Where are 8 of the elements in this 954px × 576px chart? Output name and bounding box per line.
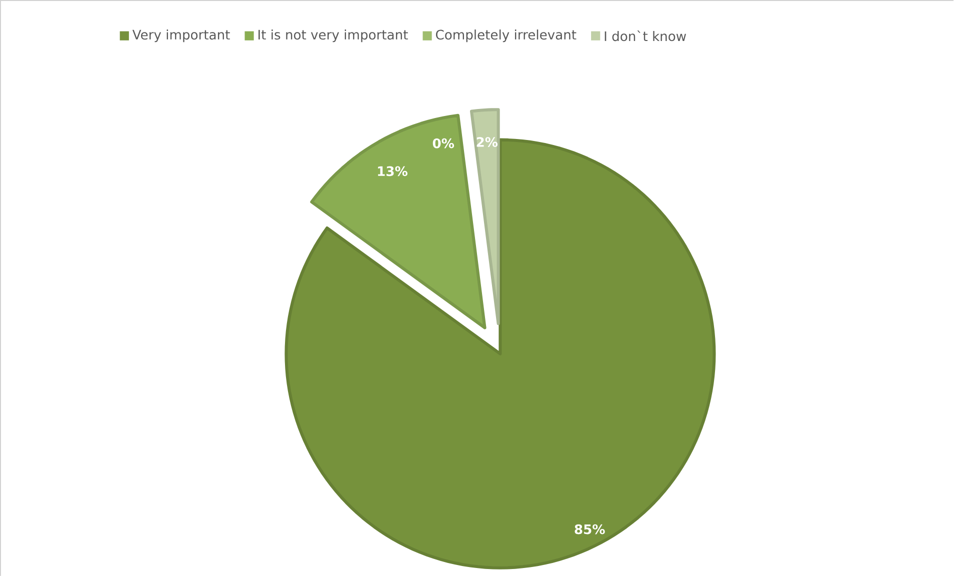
legend-label: I don`t know xyxy=(604,30,686,41)
data-label: 13% xyxy=(378,166,408,176)
legend-label: It is not very important xyxy=(258,29,408,42)
legend-label: Very important xyxy=(132,29,230,42)
data-label: 85% xyxy=(574,524,605,534)
legend-label: Completely irrelevant xyxy=(436,29,576,42)
text: 0% xyxy=(432,138,454,148)
data-label: 2% xyxy=(476,136,498,147)
